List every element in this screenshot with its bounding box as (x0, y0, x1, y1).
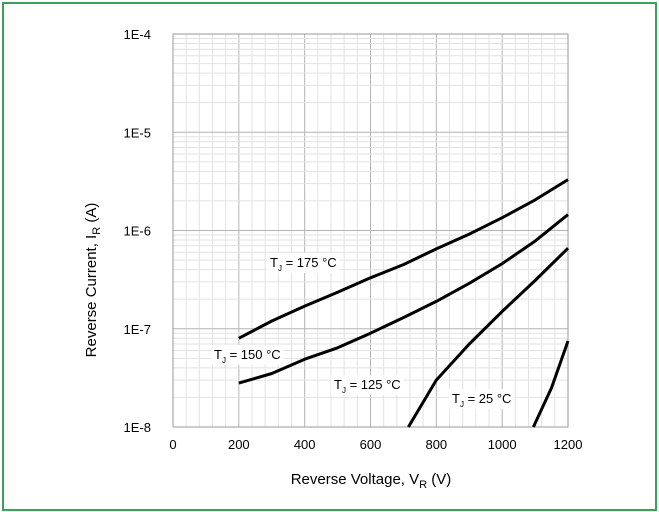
y-tick-label: 1E-8 (124, 420, 151, 435)
x-axis-title: Reverse Voltage, VR (V) (291, 471, 452, 491)
grid (172, 33, 569, 428)
series-label-2: TJ = 125 °C (334, 377, 401, 395)
plot-border (172, 33, 569, 428)
x-tick-label: 800 (425, 437, 447, 452)
x-tick-label: 1200 (554, 437, 583, 452)
x-tick-label: 1000 (488, 437, 517, 452)
series-label-3: TJ = 25 °C (452, 391, 511, 409)
series-label-background (331, 375, 404, 395)
x-tick-label: 200 (228, 437, 250, 452)
x-tick-label: 0 (169, 437, 176, 452)
series-label-background (211, 345, 284, 365)
y-tick-label: 1E-6 (124, 224, 151, 239)
series-curve-2 (407, 247, 570, 428)
tick-labels: 0 200 400 600 800 1000 1200 1E-8 1E-7 1E-6 1E-5 1E-… (124, 27, 583, 452)
series-curve-0 (238, 178, 569, 340)
series-curve-3 (532, 340, 570, 428)
series-curve-1 (238, 213, 569, 385)
series-label-background (449, 389, 515, 409)
series-label-1: TJ = 150 °C (214, 347, 281, 365)
y-axis-title: Reverse Current, IR (A) (83, 203, 103, 358)
series-labels: TJ = 175 °C TJ = 150 °C TJ = 125 °C TJ = 25… (211, 253, 515, 409)
series-label-background (267, 253, 340, 273)
x-tick-label: 600 (360, 437, 382, 452)
series-label-0: TJ = 175 °C (270, 255, 337, 273)
y-tick-label: 1E-4 (124, 27, 151, 42)
curves (238, 178, 570, 428)
x-tick-label: 400 (294, 437, 316, 452)
y-tick-label: 1E-7 (124, 322, 151, 337)
y-tick-label: 1E-5 (124, 125, 151, 140)
